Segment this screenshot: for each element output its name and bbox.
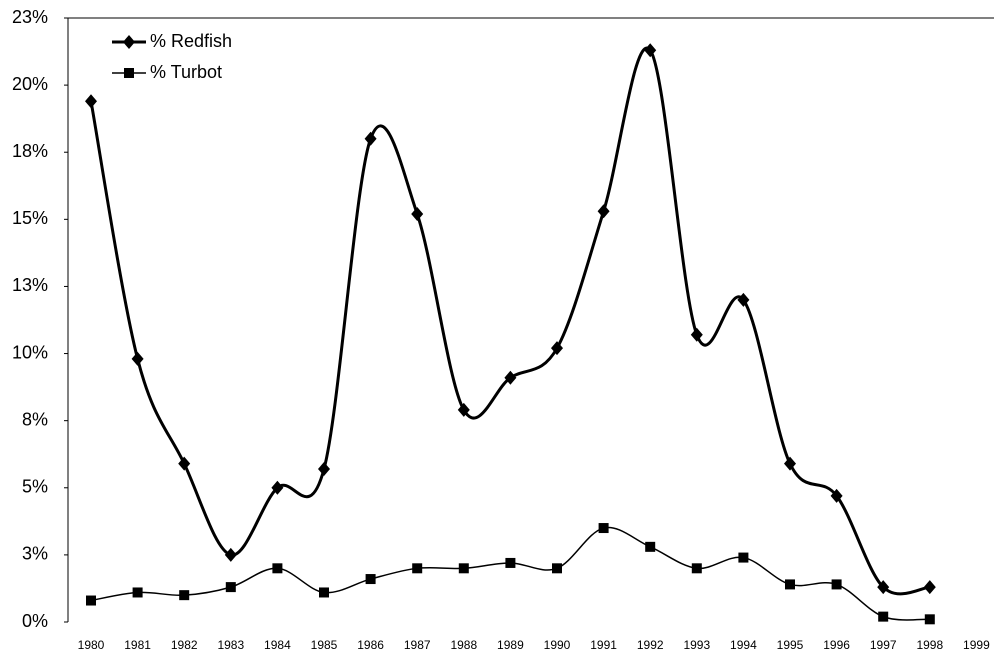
data-point	[457, 402, 470, 417]
data-point	[132, 587, 143, 598]
data-point	[878, 611, 889, 622]
legend-marker	[123, 35, 135, 49]
y-tick-label: 13%	[12, 275, 48, 295]
data-point	[738, 552, 749, 563]
data-point	[691, 563, 702, 574]
x-tick-label: 1991	[590, 638, 617, 652]
x-tick-label: 1982	[171, 638, 198, 652]
data-point	[690, 327, 703, 342]
series-line	[89, 46, 931, 596]
data-point	[644, 43, 657, 58]
data-point	[737, 292, 750, 307]
x-tick-label: 1980	[78, 638, 105, 652]
data-point	[225, 582, 236, 593]
data-point	[224, 547, 237, 562]
y-tick-label: 10%	[12, 342, 48, 362]
y-tick-label: 15%	[12, 208, 48, 228]
x-tick-label: 1992	[637, 638, 664, 652]
y-tick-label: 18%	[12, 141, 48, 161]
x-tick-label: 1989	[497, 638, 524, 652]
x-tick-label: 1993	[683, 638, 710, 652]
x-tick-label: 1995	[777, 638, 804, 652]
data-point	[504, 370, 517, 385]
legend-label: % Turbot	[150, 62, 222, 82]
data-point	[830, 488, 843, 503]
x-tick-label: 1986	[357, 638, 384, 652]
y-tick-label: 20%	[12, 74, 48, 94]
x-tick-label: 1996	[823, 638, 850, 652]
data-point	[319, 587, 329, 598]
data-point	[318, 461, 330, 476]
x-tick-label: 1987	[404, 638, 431, 652]
data-point	[271, 480, 284, 495]
x-tick-label: 1984	[264, 638, 291, 652]
x-tick-label: 1985	[311, 638, 338, 652]
data-point	[272, 563, 283, 574]
x-tick-label: 1983	[217, 638, 244, 652]
y-tick-label: 0%	[22, 611, 48, 631]
x-tick-label: 1981	[124, 638, 151, 652]
data-point	[365, 574, 376, 585]
x-tick-label: 1998	[916, 638, 943, 652]
legend-label: % Redfish	[150, 31, 232, 51]
y-tick-label: 5%	[22, 477, 48, 497]
data-point	[458, 563, 469, 574]
data-point	[598, 523, 609, 534]
y-tick-label: 3%	[22, 544, 48, 564]
data-point	[923, 580, 936, 595]
data-point	[785, 579, 795, 590]
data-point	[178, 456, 191, 471]
x-tick-label: 1997	[870, 638, 897, 652]
y-tick-label: 23%	[12, 7, 48, 27]
x-tick-label: 1988	[450, 638, 477, 652]
data-point	[412, 563, 423, 574]
data-point	[924, 614, 935, 625]
data-point	[597, 204, 610, 219]
data-point	[505, 557, 516, 568]
data-point	[131, 351, 144, 366]
data-point	[551, 341, 563, 356]
data-point	[179, 590, 190, 601]
data-point	[86, 595, 96, 606]
x-tick-label: 1990	[544, 638, 571, 652]
data-point	[877, 580, 890, 595]
data-point	[552, 563, 562, 574]
data-point	[364, 131, 377, 146]
data-point	[784, 456, 796, 471]
legend-marker	[124, 68, 134, 78]
data-point	[411, 206, 424, 221]
data-point	[831, 579, 842, 590]
y-tick-label: 8%	[22, 409, 48, 429]
x-tick-label: 1994	[730, 638, 757, 652]
data-point	[85, 94, 97, 109]
data-point	[645, 541, 656, 552]
x-tick-label: 1999	[963, 638, 990, 652]
